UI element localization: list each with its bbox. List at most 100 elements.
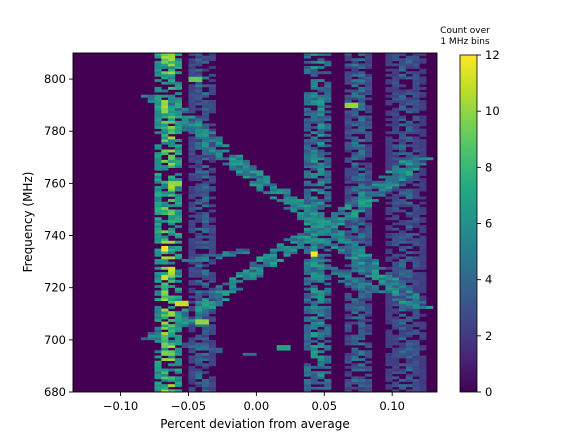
heatmap-cell — [215, 298, 223, 302]
heatmap-cell — [358, 238, 366, 242]
heatmap-cell — [202, 219, 210, 223]
heatmap-cell — [174, 188, 182, 192]
heatmap-cell — [365, 386, 373, 390]
heatmap-cell — [385, 141, 393, 145]
heatmap-cell — [317, 139, 325, 142]
heatmap-cell — [174, 235, 182, 239]
heatmap-cell — [310, 53, 318, 56]
heatmap-cell — [324, 89, 332, 93]
heatmap-cell — [188, 68, 196, 72]
heatmap-cell — [324, 170, 332, 174]
heatmap-cell — [398, 308, 407, 312]
heatmap-cell — [392, 107, 400, 111]
heatmap-cell — [310, 227, 318, 231]
heatmap-cell — [324, 99, 332, 103]
heatmap-cell — [195, 81, 203, 85]
heatmap-cell — [310, 81, 318, 85]
heatmap-cell — [385, 167, 393, 171]
heatmap-cell — [392, 274, 400, 278]
heatmap-cell — [419, 386, 427, 390]
heatmap-cell — [310, 243, 318, 247]
heatmap-cell — [405, 60, 413, 64]
heatmap-cell — [344, 381, 352, 385]
heatmap-cell — [181, 120, 189, 124]
heatmap-cell — [344, 253, 352, 257]
heatmap-cell — [168, 378, 176, 382]
heatmap-cell — [412, 126, 420, 129]
heatmap-cell — [317, 71, 325, 75]
heatmap-cell — [385, 157, 393, 161]
heatmap-cell — [310, 136, 318, 140]
heatmap-cell — [324, 386, 332, 390]
heatmap-cell — [365, 222, 373, 226]
heatmap-cell — [358, 342, 366, 346]
heatmap-cell — [398, 292, 407, 296]
heatmap-cell — [174, 316, 182, 320]
heatmap-cell — [358, 149, 366, 153]
heatmap-cell — [303, 97, 311, 101]
heatmap-cell — [161, 206, 169, 210]
heatmap-cell — [398, 329, 407, 333]
heatmap-cell — [303, 300, 311, 304]
heatmap-cell — [283, 199, 291, 202]
heatmap-cell — [365, 381, 373, 385]
heatmap-cell — [358, 79, 366, 82]
heatmap-cell — [385, 376, 393, 380]
heatmap-cell — [344, 167, 352, 171]
heatmap-cell — [188, 102, 196, 106]
heatmap-cell — [405, 131, 413, 135]
heatmap-cell — [317, 334, 325, 338]
heatmap-cell — [168, 368, 176, 372]
heatmap-cell — [351, 300, 359, 304]
heatmap-cell — [419, 102, 427, 106]
heatmap-cell — [195, 232, 203, 236]
heatmap-cell — [188, 214, 196, 218]
heatmap-cell — [398, 259, 407, 262]
heatmap-cell — [195, 139, 203, 142]
heatmap-cell — [208, 131, 216, 135]
heatmap-cell — [412, 232, 420, 236]
heatmap-cell — [290, 245, 298, 249]
heatmap-cell — [351, 261, 359, 265]
heatmap-cell — [181, 318, 189, 322]
heatmap-cell — [215, 300, 223, 304]
heatmap-cell — [351, 381, 359, 385]
heatmap-cell — [398, 105, 407, 109]
heatmap-cell — [174, 217, 182, 221]
heatmap-cell — [392, 253, 400, 257]
heatmap-cell — [154, 227, 162, 231]
heatmap-cell — [317, 274, 325, 278]
heatmap-cell — [202, 342, 210, 346]
heatmap-cell — [195, 131, 203, 135]
heatmap-cell — [324, 313, 332, 317]
heatmap-cell — [154, 212, 162, 215]
heatmap-cell — [398, 266, 407, 270]
heatmap-cell — [161, 66, 169, 69]
heatmap-cell — [385, 300, 393, 304]
heatmap-cell — [174, 107, 182, 111]
heatmap-cell — [161, 139, 169, 142]
heatmap-cell — [195, 303, 203, 307]
heatmap-cell — [303, 368, 311, 372]
heatmap-cell — [195, 334, 203, 338]
heatmap-cell — [208, 53, 216, 56]
heatmap-cell — [168, 339, 176, 343]
heatmap-cell — [174, 298, 182, 302]
heatmap-cell — [419, 345, 427, 348]
heatmap-cell — [303, 201, 311, 205]
heatmap-cell — [269, 259, 278, 262]
heatmap-cell — [385, 360, 393, 364]
heatmap-cell — [324, 81, 332, 85]
heatmap-cell — [303, 316, 311, 320]
heatmap-cell — [412, 266, 420, 270]
heatmap-cell — [208, 232, 216, 236]
heatmap-cell — [412, 219, 420, 223]
heatmap-cell — [202, 378, 210, 382]
heatmap-cell — [310, 376, 318, 380]
heatmap-cell — [392, 154, 400, 158]
heatmap-cell — [168, 269, 176, 273]
heatmap-cell — [371, 261, 379, 265]
heatmap-cell — [412, 107, 420, 111]
heatmap-cell — [344, 235, 352, 239]
heatmap-cell — [344, 352, 352, 356]
